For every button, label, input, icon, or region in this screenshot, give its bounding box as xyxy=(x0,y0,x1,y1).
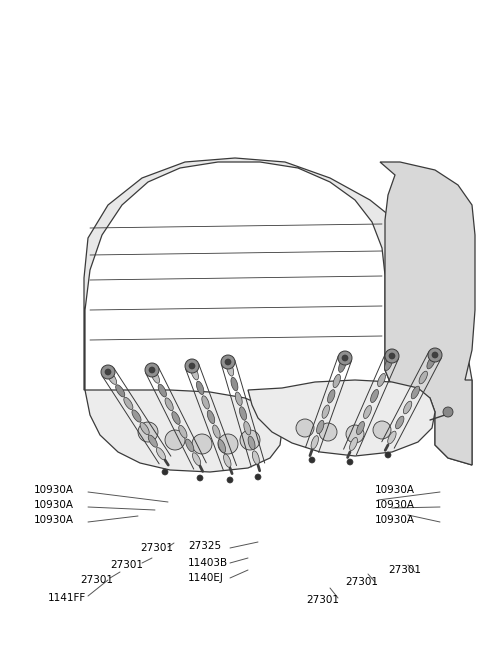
Text: 27301: 27301 xyxy=(80,575,113,585)
Circle shape xyxy=(342,355,348,361)
Ellipse shape xyxy=(207,411,215,424)
Circle shape xyxy=(192,434,212,454)
Text: 27325: 27325 xyxy=(188,541,221,551)
Ellipse shape xyxy=(384,358,393,371)
Text: 10930A: 10930A xyxy=(375,485,415,495)
Text: 27301: 27301 xyxy=(345,577,378,587)
Circle shape xyxy=(346,425,364,443)
Circle shape xyxy=(189,363,195,369)
Circle shape xyxy=(309,457,315,463)
Ellipse shape xyxy=(363,405,372,419)
Ellipse shape xyxy=(371,390,378,403)
Circle shape xyxy=(138,422,158,442)
Circle shape xyxy=(221,355,235,369)
Ellipse shape xyxy=(403,401,412,414)
Ellipse shape xyxy=(427,356,435,369)
Text: 27301: 27301 xyxy=(306,595,339,605)
Ellipse shape xyxy=(148,435,157,447)
Ellipse shape xyxy=(419,371,428,384)
Ellipse shape xyxy=(196,381,204,394)
Polygon shape xyxy=(248,380,435,456)
Ellipse shape xyxy=(218,440,226,453)
Ellipse shape xyxy=(179,425,187,438)
Circle shape xyxy=(185,359,199,373)
Ellipse shape xyxy=(165,398,173,411)
Circle shape xyxy=(385,349,399,363)
Text: 1140EJ: 1140EJ xyxy=(188,573,224,583)
Text: 27301: 27301 xyxy=(388,565,421,575)
Ellipse shape xyxy=(388,431,396,444)
Ellipse shape xyxy=(338,359,346,373)
Ellipse shape xyxy=(213,425,220,438)
Polygon shape xyxy=(380,162,475,465)
Ellipse shape xyxy=(132,410,141,422)
Circle shape xyxy=(197,475,203,481)
Circle shape xyxy=(225,359,231,365)
Circle shape xyxy=(218,434,238,454)
Ellipse shape xyxy=(231,377,238,391)
Text: 10930A: 10930A xyxy=(34,500,74,510)
Circle shape xyxy=(240,430,260,450)
Ellipse shape xyxy=(317,420,324,434)
Ellipse shape xyxy=(224,454,231,467)
Ellipse shape xyxy=(357,421,364,434)
Circle shape xyxy=(101,365,115,379)
Text: 27301: 27301 xyxy=(140,543,173,553)
Circle shape xyxy=(385,452,391,458)
Circle shape xyxy=(255,474,261,480)
Ellipse shape xyxy=(172,411,180,424)
Ellipse shape xyxy=(140,422,149,435)
Ellipse shape xyxy=(240,407,247,420)
Ellipse shape xyxy=(116,385,125,397)
Ellipse shape xyxy=(108,372,117,384)
Polygon shape xyxy=(84,158,472,465)
Ellipse shape xyxy=(186,439,194,452)
Circle shape xyxy=(149,367,155,373)
Ellipse shape xyxy=(191,367,198,380)
Ellipse shape xyxy=(311,436,318,449)
Ellipse shape xyxy=(235,392,242,405)
Circle shape xyxy=(338,351,352,365)
Ellipse shape xyxy=(192,453,201,466)
Circle shape xyxy=(165,430,185,450)
Ellipse shape xyxy=(156,447,166,460)
Circle shape xyxy=(162,469,168,475)
Ellipse shape xyxy=(396,416,404,429)
Circle shape xyxy=(373,421,391,439)
Ellipse shape xyxy=(411,386,420,399)
Text: 27301: 27301 xyxy=(110,560,143,570)
Circle shape xyxy=(145,363,159,377)
Text: 10930A: 10930A xyxy=(375,500,415,510)
Circle shape xyxy=(432,352,438,358)
Circle shape xyxy=(389,353,395,359)
Ellipse shape xyxy=(244,421,251,435)
Circle shape xyxy=(347,459,353,465)
Text: 11403B: 11403B xyxy=(188,558,228,568)
Ellipse shape xyxy=(349,438,358,451)
Ellipse shape xyxy=(248,436,255,450)
Ellipse shape xyxy=(124,398,133,409)
Circle shape xyxy=(319,423,337,441)
Polygon shape xyxy=(85,390,282,472)
Ellipse shape xyxy=(151,371,159,383)
Text: 1141FF: 1141FF xyxy=(48,593,86,603)
Ellipse shape xyxy=(378,373,385,386)
Circle shape xyxy=(443,407,453,417)
Ellipse shape xyxy=(227,363,234,376)
Ellipse shape xyxy=(333,375,340,388)
Circle shape xyxy=(227,477,233,483)
Circle shape xyxy=(428,348,442,362)
Ellipse shape xyxy=(158,384,167,397)
Text: 10930A: 10930A xyxy=(34,485,74,495)
Circle shape xyxy=(105,369,111,375)
Text: 10930A: 10930A xyxy=(375,515,415,525)
Circle shape xyxy=(296,419,314,437)
Ellipse shape xyxy=(322,405,329,419)
Text: 10930A: 10930A xyxy=(34,515,74,525)
Ellipse shape xyxy=(327,390,335,403)
Ellipse shape xyxy=(202,396,209,409)
Ellipse shape xyxy=(252,451,259,464)
